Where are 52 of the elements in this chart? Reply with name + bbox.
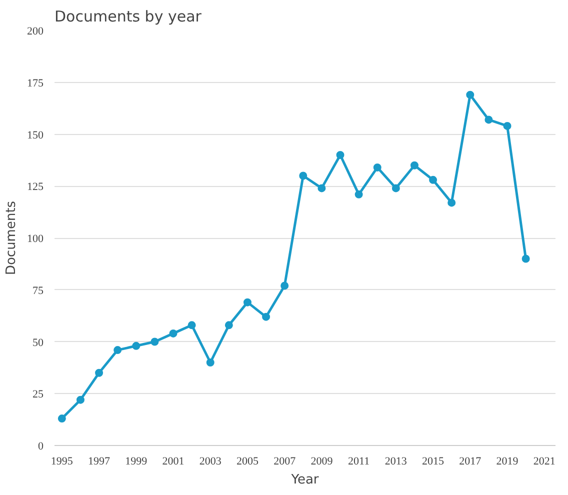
y-tick-label: 125 [27, 181, 44, 194]
point [132, 342, 140, 350]
point [318, 184, 326, 192]
x-tick-label: 2013 [384, 456, 408, 468]
x-tick-label: 2005 [236, 456, 259, 468]
x-tick-label: 2001 [162, 456, 184, 468]
x-tick-label: 2015 [422, 456, 445, 468]
y-tick-label: 75 [32, 284, 44, 297]
y-tick-label: 25 [32, 388, 44, 401]
point [448, 198, 456, 207]
y-tick-label: 100 [27, 233, 44, 245]
x-tick-label: 2003 [199, 456, 222, 468]
point [299, 172, 308, 180]
point [188, 321, 196, 330]
y-tick-label: 50 [32, 336, 44, 349]
point [336, 151, 344, 159]
point [206, 358, 214, 366]
point [280, 282, 289, 290]
point [429, 176, 438, 184]
point [466, 90, 474, 99]
y-axis-title: Documents [4, 200, 19, 276]
point [95, 368, 104, 377]
x-tick-label: 2021 [533, 456, 556, 468]
x-axis-title: Year [290, 472, 320, 488]
point [522, 254, 530, 263]
chart-title: Documents by year [54, 8, 202, 26]
point [76, 396, 84, 404]
point [114, 346, 122, 354]
point [169, 329, 178, 338]
point [262, 312, 270, 321]
point [150, 338, 159, 346]
x-tick-label: 2009 [310, 456, 334, 468]
x-tick-label: 1995 [50, 456, 74, 468]
point [224, 321, 233, 330]
point [373, 163, 382, 172]
y-tick-label: 200 [27, 26, 44, 38]
x-tick-label: 1997 [88, 456, 111, 468]
point [243, 298, 252, 306]
point [410, 161, 418, 170]
x-tick-label: 1999 [125, 456, 148, 468]
y-tick-label: 175 [27, 77, 44, 90]
x-tick-label: 2007 [274, 456, 296, 468]
x-tick-label: 2017 [459, 456, 482, 468]
x-tick-label: 2019 [496, 456, 519, 468]
x-tick-label: 2011 [348, 456, 370, 468]
y-tick-label: 150 [27, 129, 44, 142]
point [354, 190, 363, 198]
y-tick-label: 0 [38, 440, 44, 452]
point [58, 414, 66, 423]
point [392, 184, 400, 192]
point [503, 122, 512, 130]
point [484, 116, 493, 124]
